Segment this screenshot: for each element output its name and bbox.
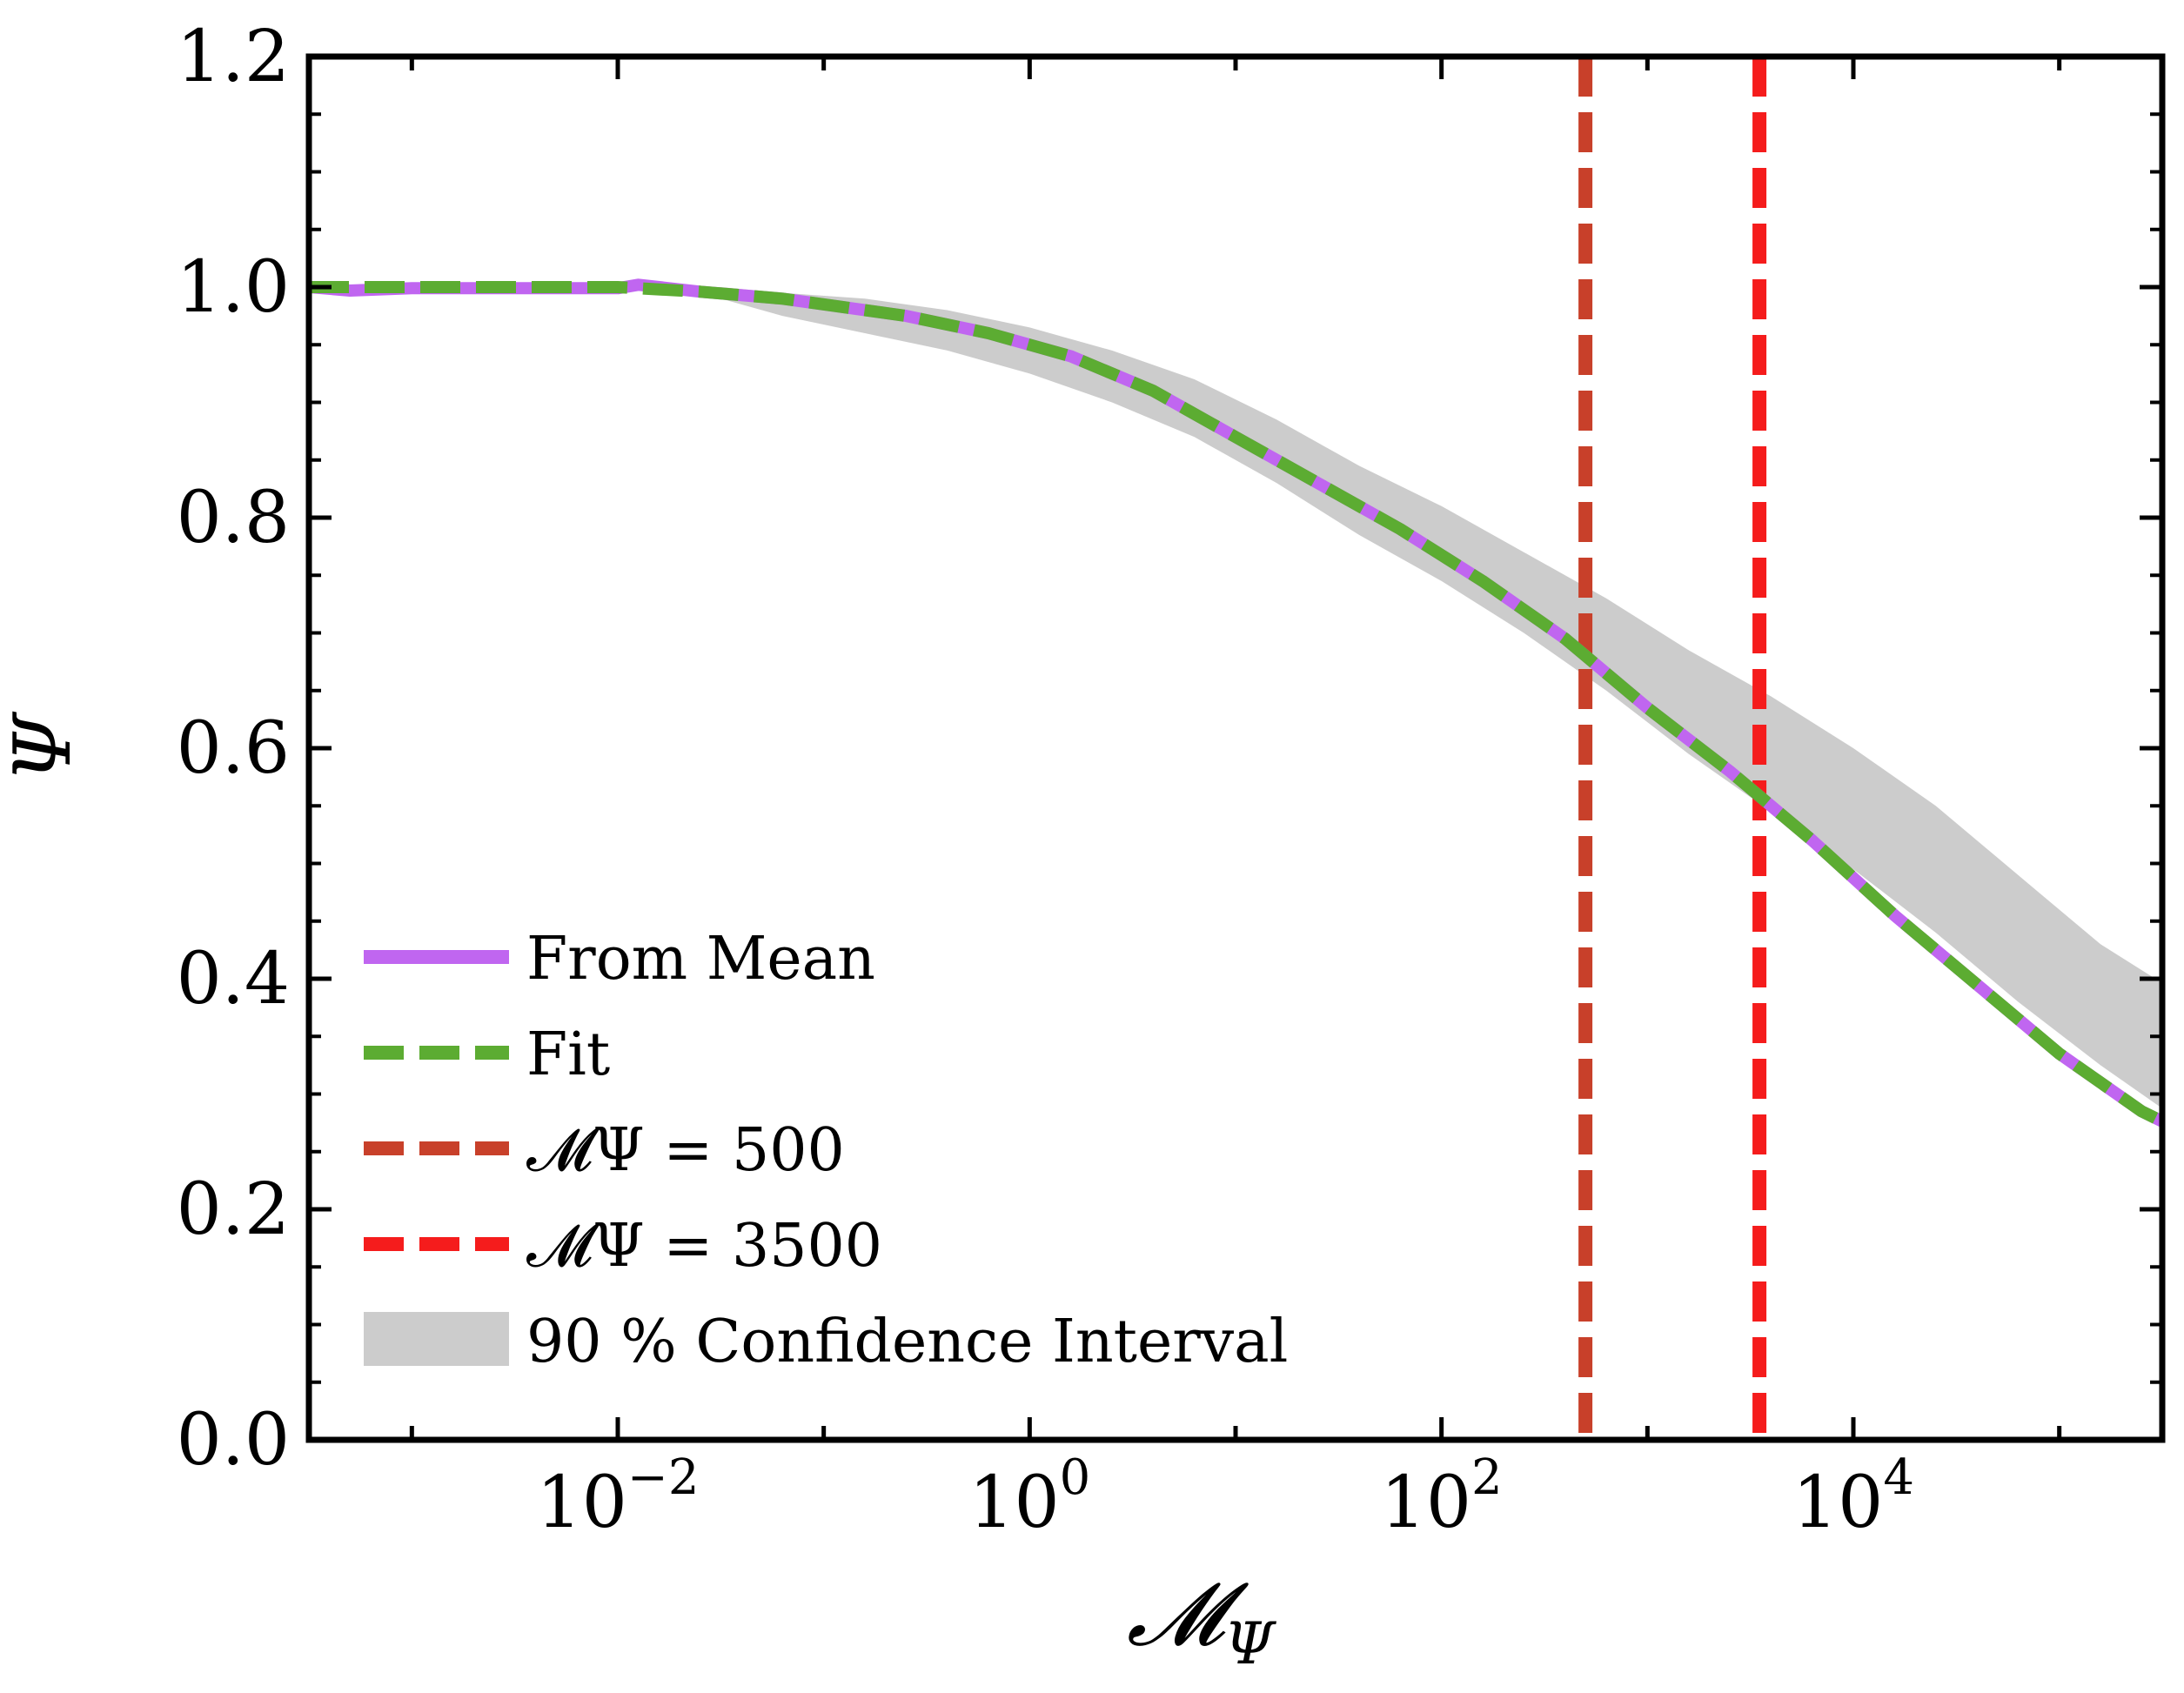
y-tick-label: 1.0 bbox=[177, 246, 290, 329]
y-tick-label: 0.2 bbox=[177, 1168, 290, 1251]
x-tick-label: 104 bbox=[1792, 1449, 1914, 1544]
y-tick-label: 0.8 bbox=[177, 477, 290, 559]
y-tick-label: 0.0 bbox=[177, 1399, 290, 1482]
legend-label-m3500: 𝓜Ψ = 3500 bbox=[526, 1212, 882, 1281]
legend-label-from-mean: From Mean bbox=[526, 925, 875, 994]
legend: From Mean Fit 𝓜Ψ = 500 𝓜Ψ = 3500 90 % Co… bbox=[364, 925, 1288, 1376]
legend-label-m500: 𝓜Ψ = 500 bbox=[526, 1116, 845, 1185]
legend-swatch-confidence bbox=[364, 1312, 509, 1366]
confidence-band bbox=[309, 287, 2162, 1109]
x-tick-label: 10−2 bbox=[537, 1449, 700, 1544]
x-tick-label: 100 bbox=[968, 1449, 1090, 1544]
y-tick-label: 0.6 bbox=[177, 707, 290, 790]
y-tick-label: 1.2 bbox=[177, 16, 290, 98]
x-tick-label: 102 bbox=[1381, 1449, 1503, 1544]
legend-label-confidence: 90 % Confidence Interval bbox=[526, 1308, 1288, 1376]
y-axis-label: Ψ bbox=[0, 711, 89, 782]
x-axis-label-sub: Ψ bbox=[1224, 1610, 1276, 1677]
legend-label-fit: Fit bbox=[526, 1020, 610, 1089]
x-axis-label: 𝓜Ψ bbox=[1127, 1563, 1276, 1677]
series-line-fit bbox=[309, 281, 2162, 1128]
y-tick-label: 0.4 bbox=[177, 938, 290, 1020]
